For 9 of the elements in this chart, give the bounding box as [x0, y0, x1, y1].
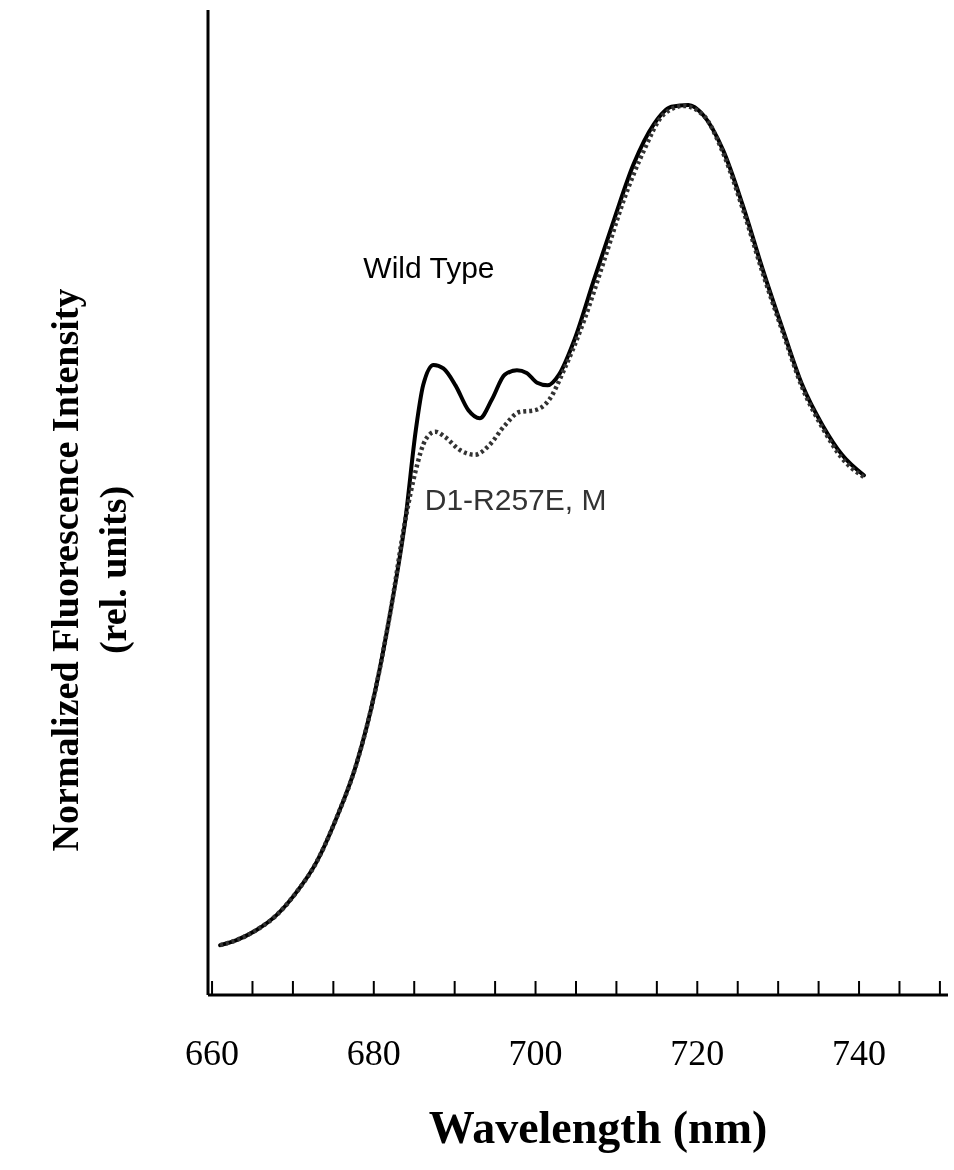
x-tick-label: 660 [185, 1033, 240, 1073]
x-axis-title: Wavelength (nm) [428, 1102, 768, 1153]
x-tick-label: 700 [508, 1033, 563, 1073]
x-tick-label: 720 [670, 1033, 725, 1073]
y-axis-title: Normalized Fluorescence Intensity (rel. units) [44, 288, 135, 852]
x-tick-label: 740 [832, 1033, 887, 1073]
text: Wild Type [363, 251, 495, 285]
x-tick-label: 680 [346, 1033, 401, 1073]
series-label: D1-R257E, M [424, 483, 607, 517]
